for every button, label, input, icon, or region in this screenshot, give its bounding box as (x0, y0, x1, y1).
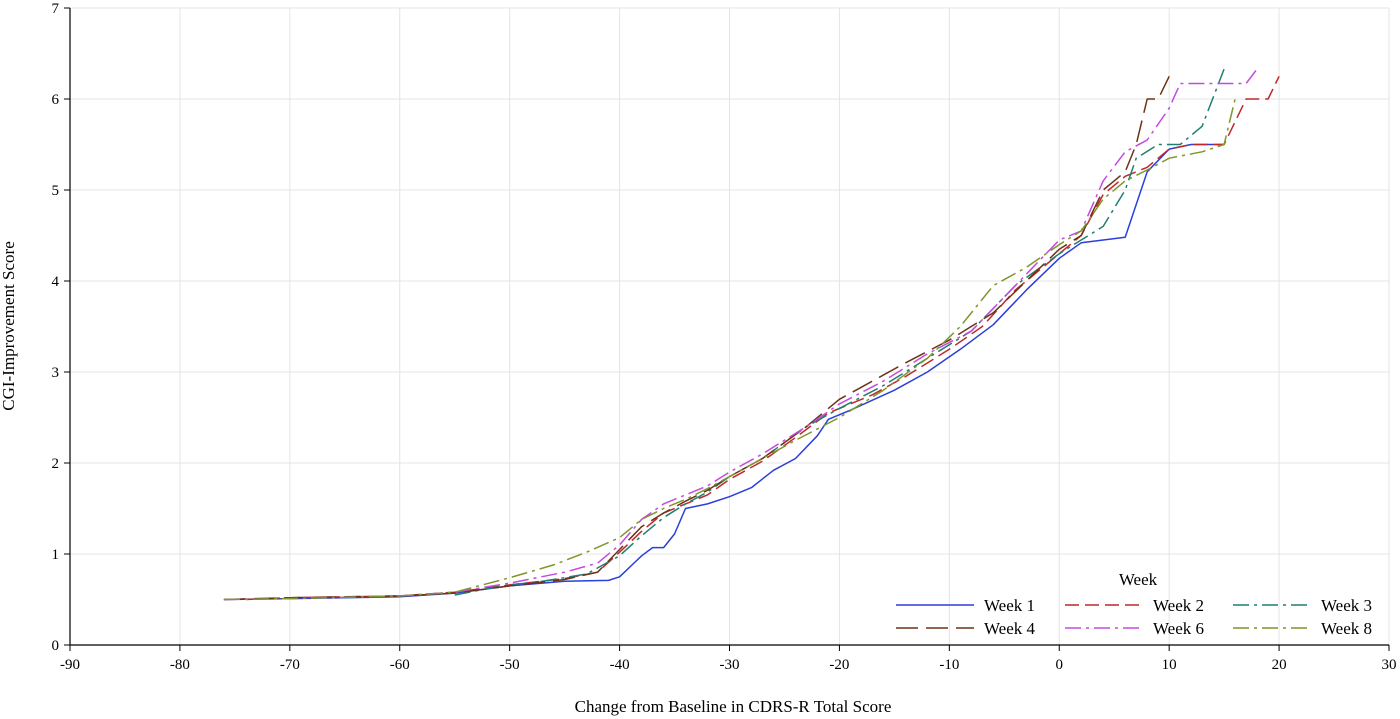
legend-label: Week 3 (1321, 596, 1372, 615)
x-axis-title: Change from Baseline in CDRS-R Total Sco… (575, 697, 892, 716)
grid (70, 7, 1390, 645)
x-tick-label: -70 (280, 657, 300, 673)
x-tick-label: -40 (610, 657, 630, 673)
y-tick-label: 4 (52, 274, 60, 290)
series-line-week-3 (454, 68, 1225, 596)
y-axis-title: CGI-Improvement Score (0, 241, 18, 410)
series-line-week-6 (223, 68, 1258, 601)
axes: -90 -80 -70 -60 -50 -40 -30 -20 -10 0 10 20 30 0 1 2 3 4 5… (52, 1, 1397, 673)
legend-label: Week 4 (984, 619, 1036, 638)
x-tick-label: -90 (60, 657, 80, 673)
y-tick-label: 0 (52, 638, 60, 654)
legend-label: Week 2 (1153, 596, 1204, 615)
legend-title: Week (1119, 570, 1158, 589)
x-tick-label: -20 (829, 657, 849, 673)
y-tick-label: 2 (52, 456, 60, 472)
legend-label: Week 8 (1321, 619, 1372, 638)
legend: Week Week 1 Week 2 Week 3 Week 4 Week 6 Week 8 (896, 570, 1372, 638)
x-tick-label: 30 (1382, 657, 1397, 673)
x-tick-label: -10 (939, 657, 959, 673)
y-tick-label: 5 (52, 183, 60, 199)
series-line-week-1 (223, 143, 1225, 601)
x-tick-label: -30 (720, 657, 740, 673)
x-tick-label: 20 (1272, 657, 1287, 673)
series-line-week-2 (245, 75, 1280, 601)
y-tick-label: 7 (52, 1, 60, 17)
x-tick-label: 0 (1056, 657, 1064, 673)
y-tick-label: 3 (52, 365, 60, 381)
series-group (223, 68, 1280, 601)
series-line-week-8 (223, 98, 1236, 601)
legend-label: Week 6 (1153, 619, 1204, 638)
series-line-week-4 (223, 75, 1170, 601)
x-tick-label: -60 (390, 657, 410, 673)
y-tick-label: 6 (52, 92, 60, 108)
x-tick-label: -50 (500, 657, 520, 673)
legend-label: Week 1 (984, 596, 1035, 615)
y-tick-label: 1 (52, 547, 60, 563)
x-tick-label: -80 (170, 657, 190, 673)
x-tick-label: 10 (1162, 657, 1177, 673)
